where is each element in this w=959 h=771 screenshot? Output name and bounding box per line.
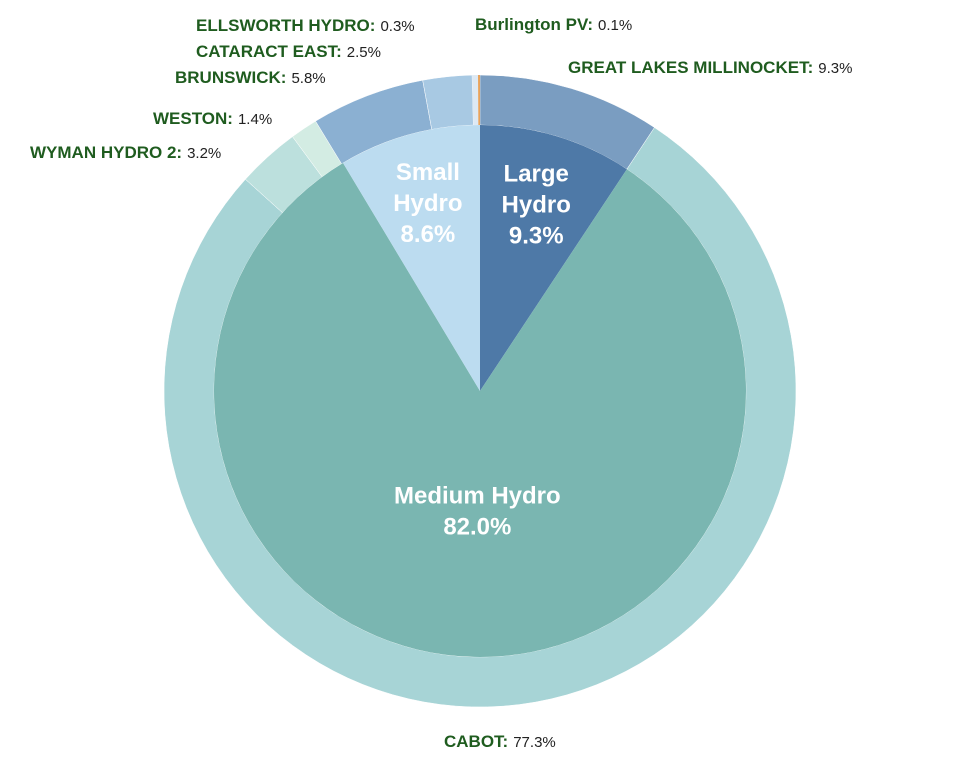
inner-slice-small-hydro xyxy=(343,125,480,391)
inner-pie xyxy=(214,125,747,657)
outer-label-great-lakes-millinocket: GREAT LAKES MILLINOCKET: 9.3% xyxy=(568,58,852,77)
inner-slice-medium-hydro xyxy=(214,162,747,657)
inner-label-small-hydro: Small Hydro 8.6% xyxy=(393,159,462,248)
outer-labels: GREAT LAKES MILLINOCKET: 9.3% CABOT: 77.3% W… xyxy=(30,15,852,751)
outer-label-cataract-east: CATARACT EAST: 2.5% xyxy=(196,42,381,61)
outer-slice-burlington-pv xyxy=(478,75,480,126)
inner-slice-large-hydro xyxy=(480,125,627,391)
outer-label-cabot: CABOT: 77.3% xyxy=(444,732,556,751)
outer-ring xyxy=(163,74,797,708)
inner-labels: Large Hydro 9.3% Medium Hydro 82.0% Small Hydr… xyxy=(393,159,571,540)
outer-label-weston: WESTON: 1.4% xyxy=(153,109,272,128)
outer-label-wyman-hydro-2: WYMAN HYDRO 2: 3.2% xyxy=(30,143,221,162)
outer-slice-cataract-east xyxy=(422,74,474,130)
outer-label-ellsworth-hydro: ELLSWORTH HYDRO: 0.3% xyxy=(196,16,415,35)
inner-label-medium-hydro: Medium Hydro 82.0% xyxy=(394,482,561,540)
outer-slice-ellsworth-hydro xyxy=(472,75,479,126)
outer-label-burlington-pv: Burlington PV: 0.1% xyxy=(475,15,632,34)
inner-label-large-hydro: Large Hydro 9.3% xyxy=(502,160,571,249)
outer-label-brunswick: BRUNSWICK: 5.8% xyxy=(175,68,326,87)
